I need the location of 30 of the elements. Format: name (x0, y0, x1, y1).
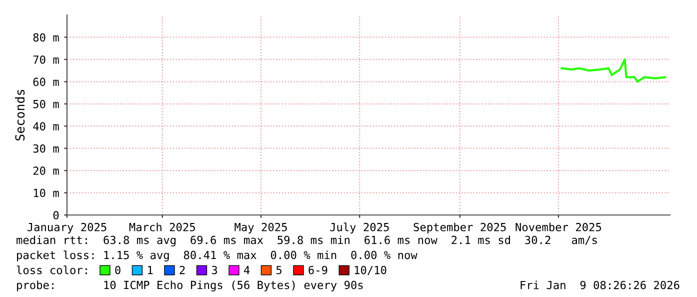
legend-label: 4 (244, 266, 250, 274)
y-tick-label: 30 m (33, 144, 59, 153)
legend-label: 3 (212, 266, 218, 274)
text: packet loss: 1.15 % avg 80.41 % max 0.00 % min 0.00 % now (17, 250, 418, 262)
legend-title: loss color: (16, 266, 87, 274)
y-tick-label: 60 m (33, 78, 59, 86)
text: Fri Jan 9 08:26:26 2026 (520, 280, 680, 290)
text: median rtt: 63.8 ms avg 69.6 ms max 59.8 ms min 61.6 ms now 2.1 ms sd 30.2 am/s (16, 236, 597, 246)
legend-label: 10/10 (354, 266, 386, 276)
x-tick-label: September 2025 (414, 222, 506, 234)
y-tick-label: 80 m (33, 33, 59, 42)
legend-label: 6-9 (308, 266, 328, 274)
y-tick-label: 70 m (33, 55, 59, 64)
legend-label: 0 (115, 266, 120, 274)
legend-label: 5 (276, 266, 282, 274)
line-series (560, 58, 666, 83)
x-tick-label: May 2025 (234, 222, 287, 234)
x-tick-label: January 2025 (27, 222, 106, 234)
y-tick-label: 40 m (33, 122, 59, 131)
text: probe: 10 ICMP Echo Pings (56 Bytes) every 90s (17, 280, 363, 292)
legend-label: 2 (180, 266, 185, 274)
x-tick-label: November 2025 (516, 222, 602, 232)
y-tick-label: 20 m (33, 166, 59, 175)
y-axis-title: Seconds (14, 90, 25, 140)
legend-label: 1 (148, 266, 153, 274)
y-tick-label: 50 m (33, 100, 59, 108)
y-tick-label: 10 m (34, 188, 59, 198)
y-tick-label: 0 (53, 211, 59, 220)
x-tick-label: March 2025 (129, 222, 195, 232)
x-tick-label: July 2025 (330, 222, 389, 234)
